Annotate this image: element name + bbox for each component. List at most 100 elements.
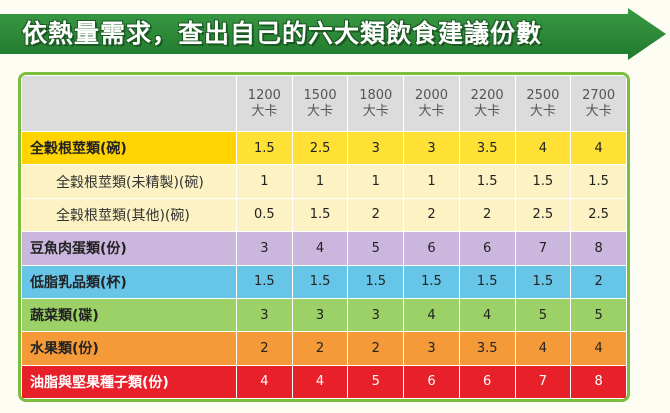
table-cell: 1: [347, 164, 405, 199]
table-cell: 4: [570, 130, 627, 166]
table-cell: 3: [236, 297, 293, 333]
table-cell: 3.5: [458, 331, 516, 366]
table-cell: 5: [347, 231, 405, 266]
title-banner: 依熱量需求，查出自己的六大類飲食建議份數: [0, 8, 666, 60]
table-cell: 2: [458, 197, 516, 233]
calorie-value: 2000: [414, 87, 448, 103]
servings-table: 1200 大卡 1500 大卡 1800 大卡 2000 大卡 2200 大卡 2500 大…: [21, 75, 627, 399]
table-cell: 1.5: [236, 130, 293, 166]
calorie-header: 1500 大卡: [291, 75, 349, 132]
table-cell: 4: [291, 364, 349, 399]
row-label: 水果類(份): [21, 331, 237, 366]
table-cell: 2: [403, 197, 460, 233]
row-label: 蔬菜類(碟): [21, 297, 237, 333]
table-cell: 1.5: [458, 164, 516, 199]
servings-table-frame: 1200 大卡 1500 大卡 1800 大卡 2000 大卡 2200 大卡 2500 大…: [18, 72, 630, 402]
calorie-unit: 大卡: [474, 103, 501, 119]
calorie-value: 2700: [582, 87, 616, 103]
table-cell: 4: [403, 297, 460, 333]
table-cell: 3: [403, 130, 460, 166]
calorie-header: 2700 大卡: [570, 75, 627, 132]
row-label: 全穀根莖類(未精製)(碗): [21, 164, 237, 199]
table-cell: 8: [570, 364, 627, 399]
row-fruit: 水果類(份) 2 2 2 3 3.5 4 4: [21, 331, 627, 366]
arrow-banner-shape: [0, 8, 666, 60]
table-cell: 4: [514, 331, 572, 366]
table-cell: 8: [570, 231, 627, 266]
table-cell: 2.5: [570, 197, 627, 233]
table-cell: 1.5: [570, 164, 627, 199]
row-dairy: 低脂乳品類(杯) 1.5 1.5 1.5 1.5 1.5 1.5 2: [21, 264, 627, 299]
row-grains: 全穀根莖類(碗) 1.5 2.5 3 3 3.5 4 4: [21, 130, 627, 166]
calorie-header: 2000 大卡: [403, 75, 460, 132]
table-cell: 1.5: [514, 264, 572, 299]
table-cell: 1.5: [291, 264, 349, 299]
table-cell: 5: [514, 297, 572, 333]
table-cell: 6: [403, 231, 460, 266]
table-cell: 6: [458, 231, 516, 266]
table-cell: 7: [514, 364, 572, 399]
table-cell: 2: [236, 331, 293, 366]
table-cell: 1.5: [291, 197, 349, 233]
calorie-unit: 大卡: [529, 103, 556, 119]
calorie-value: 1800: [359, 87, 393, 103]
table-cell: 4: [236, 364, 293, 399]
calorie-unit: 大卡: [251, 103, 278, 119]
row-label: 全穀根莖類(其他)(碗): [21, 197, 237, 233]
table-cell: 5: [347, 364, 405, 399]
row-label: 低脂乳品類(杯): [21, 264, 237, 299]
table-cell: 3: [236, 231, 293, 266]
table-cell: 1: [403, 164, 460, 199]
table-cell: 1: [236, 164, 293, 199]
table-cell: 1.5: [236, 264, 293, 299]
calorie-header: 1800 大卡: [347, 75, 405, 132]
table-cell: 4: [458, 297, 516, 333]
calorie-unit: 大卡: [585, 103, 612, 119]
calorie-header: 2500 大卡: [514, 75, 572, 132]
table-cell: 4: [291, 231, 349, 266]
table-cell: 5: [570, 297, 627, 333]
table-cell: 1.5: [403, 264, 460, 299]
calorie-unit: 大卡: [307, 103, 334, 119]
table-cell: 1.5: [458, 264, 516, 299]
table-cell: 3.5: [458, 130, 516, 166]
table-cell: 3: [347, 130, 405, 166]
calorie-value: 2500: [526, 87, 560, 103]
table-cell: 4: [514, 130, 572, 166]
table-cell: 7: [514, 231, 572, 266]
row-label: 豆魚肉蛋類(份): [21, 231, 237, 266]
table-cell: 2: [570, 264, 627, 299]
table-cell: 0.5: [236, 197, 293, 233]
row-label: 全穀根莖類(碗): [21, 130, 237, 166]
table-cell: 1: [291, 164, 349, 199]
row-grains-other: 全穀根莖類(其他)(碗) 0.5 1.5 2 2 2 2.5 2.5: [21, 197, 627, 233]
page-title: 依熱量需求，查出自己的六大類飲食建議份數: [22, 19, 543, 48]
table-cell: 1.5: [347, 264, 405, 299]
table-cell: 2: [291, 331, 349, 366]
header-corner: [21, 75, 237, 132]
calorie-header: 1200 大卡: [236, 75, 293, 132]
row-protein: 豆魚肉蛋類(份) 3 4 5 6 6 7 8: [21, 231, 627, 266]
table-cell: 6: [403, 364, 460, 399]
row-vegetables: 蔬菜類(碟) 3 3 3 4 4 5 5: [21, 297, 627, 333]
header-row: 1200 大卡 1500 大卡 1800 大卡 2000 大卡 2200 大卡 2500 大…: [21, 75, 627, 132]
row-grains-unrefined: 全穀根莖類(未精製)(碗) 1 1 1 1 1.5 1.5 1.5: [21, 164, 627, 199]
row-fats-nuts: 油脂與堅果種子類(份) 4 4 5 6 6 7 8: [21, 364, 627, 399]
table-cell: 2: [347, 331, 405, 366]
table-cell: 3: [291, 297, 349, 333]
table-cell: 1.5: [514, 164, 572, 199]
table-cell: 2: [347, 197, 405, 233]
calorie-unit: 大卡: [362, 103, 389, 119]
table-cell: 2.5: [291, 130, 349, 166]
calorie-unit: 大卡: [418, 103, 445, 119]
table-cell: 2.5: [514, 197, 572, 233]
table-cell: 6: [458, 364, 516, 399]
calorie-value: 1200: [247, 87, 281, 103]
table-cell: 4: [570, 331, 627, 366]
table-cell: 3: [347, 297, 405, 333]
row-label: 油脂與堅果種子類(份): [21, 364, 237, 399]
calorie-header: 2200 大卡: [458, 75, 516, 132]
table-cell: 3: [403, 331, 460, 366]
calorie-value: 1500: [303, 87, 337, 103]
calorie-value: 2200: [470, 87, 504, 103]
